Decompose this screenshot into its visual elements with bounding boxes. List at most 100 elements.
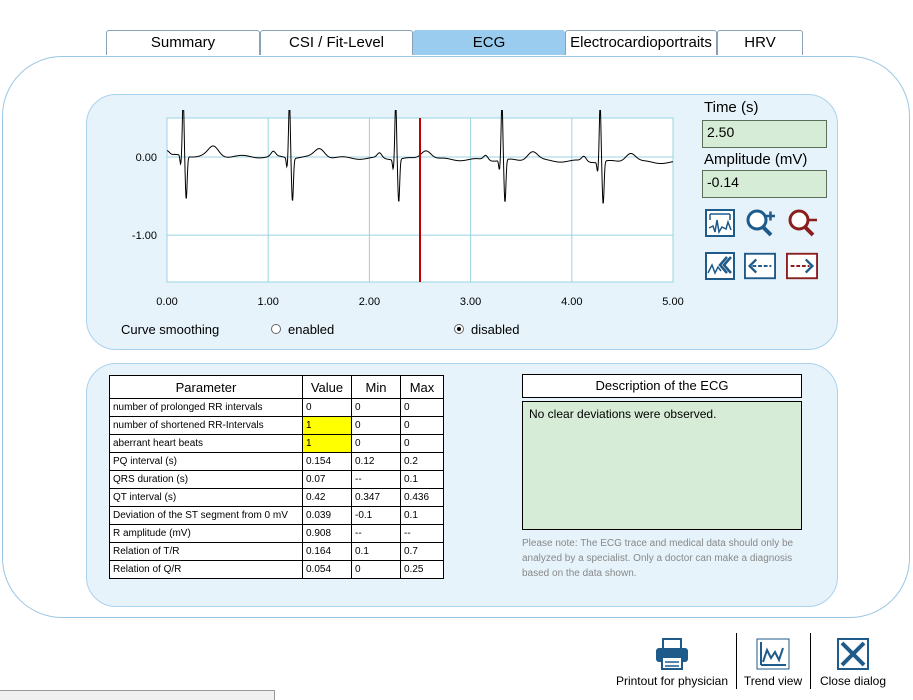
curve-smoothing-label: Curve smoothing — [121, 322, 220, 337]
horizontal-scrollbar[interactable] — [0, 690, 275, 700]
param-min-cell: 0 — [351, 434, 401, 453]
param-value-cell: 0.42 — [302, 488, 352, 507]
param-max-cell: 0.1 — [400, 506, 444, 525]
ecg-x-tick-label: 4.00 — [561, 296, 582, 308]
param-min-cell: -- — [351, 524, 401, 543]
smoothing-enabled-radio[interactable]: enabled — [271, 322, 334, 337]
table-row: R amplitude (mV) 0.908 -- -- — [109, 524, 444, 543]
separator — [810, 633, 811, 689]
time-label: Time (s) — [704, 99, 759, 116]
param-value-cell: 0 — [302, 398, 352, 417]
smoothing-enabled-label: enabled — [288, 322, 335, 337]
reset-view-icon[interactable] — [704, 251, 736, 281]
description-title: Description of the ECG — [522, 374, 802, 398]
ecg-y-ticks: 0.00 -1.00 — [132, 152, 157, 242]
header-parameter: Parameter — [109, 375, 303, 399]
ecg-x-tick-label: 5.00 — [662, 296, 683, 308]
param-max-cell: 0.1 — [400, 470, 444, 489]
zoom-out-icon[interactable] — [786, 208, 818, 238]
ecg-x-tick-label: 0.00 — [156, 296, 177, 308]
param-min-cell: 0 — [351, 416, 401, 435]
scroll-right-icon[interactable] — [786, 251, 818, 281]
table-row: QT interval (s) 0.42 0.347 0.436 — [109, 488, 444, 507]
ecg-x-tick-label: 1.00 — [257, 296, 278, 308]
param-name-cell: Relation of Q/R — [109, 560, 303, 579]
param-value-cell: 0.908 — [302, 524, 352, 543]
table-row: PQ interval (s) 0.154 0.12 0.2 — [109, 452, 444, 471]
smoothing-disabled-radio[interactable]: disabled — [454, 322, 519, 337]
tab-ecg[interactable]: ECG — [413, 30, 565, 55]
param-max-cell: 0 — [400, 416, 444, 435]
radio-disabled-circle[interactable] — [454, 323, 464, 334]
printer-icon — [612, 636, 732, 672]
param-name-cell: QT interval (s) — [109, 488, 303, 507]
ecg-x-ticks: 0.00 1.00 2.00 3.00 4.00 5.00 — [156, 296, 683, 308]
param-value-cell: 0.07 — [302, 470, 352, 489]
param-min-cell: -0.1 — [351, 506, 401, 525]
param-name-cell: Relation of T/R — [109, 542, 303, 561]
param-max-cell: 0 — [400, 434, 444, 453]
param-min-cell: 0 — [351, 560, 401, 579]
param-max-cell: 0.7 — [400, 542, 444, 561]
table-row: QRS duration (s) 0.07 -- 0.1 — [109, 470, 444, 489]
tab-summary[interactable]: Summary — [106, 30, 260, 55]
zoom-in-icon[interactable] — [744, 208, 776, 238]
param-min-cell: 0 — [351, 398, 401, 417]
param-min-cell: 0.12 — [351, 452, 401, 471]
param-value-cell: 1 — [302, 416, 352, 435]
param-name-cell: number of shortened RR-Intervals — [109, 416, 303, 435]
time-value-field[interactable]: 2.50 — [702, 120, 827, 148]
trend-view-label: Trend view — [743, 674, 803, 688]
tab-electrocardioportraits[interactable]: Electrocardioportraits — [565, 30, 717, 55]
param-min-cell: -- — [351, 470, 401, 489]
separator — [736, 633, 737, 689]
tab-hrv[interactable]: HRV — [717, 30, 803, 55]
printout-button[interactable]: Printout for physician — [612, 636, 732, 688]
description-text[interactable]: No clear deviations were observed. — [522, 401, 802, 530]
close-icon — [814, 636, 892, 672]
param-name-cell: QRS duration (s) — [109, 470, 303, 489]
disclaimer-note: Please note: The ECG trace and medical d… — [522, 538, 794, 579]
param-value-cell: 0.054 — [302, 560, 352, 579]
ecg-x-tick-label: 2.00 — [359, 296, 380, 308]
param-min-cell: 0.347 — [351, 488, 401, 507]
parameters-table: Parameter Value Min Max number of prolon… — [109, 375, 444, 579]
scroll-left-icon[interactable] — [744, 251, 776, 281]
param-name-cell: R amplitude (mV) — [109, 524, 303, 543]
param-max-cell: 0.2 — [400, 452, 444, 471]
param-value-cell: 0.039 — [302, 506, 352, 525]
param-name-cell: aberrant heart beats — [109, 434, 303, 453]
table-row: Relation of Q/R 0.054 0 0.25 — [109, 560, 444, 579]
ecg-chart[interactable]: 0.00 -1.00 0.00 1.00 2.00 3.00 4.00 5.00 — [120, 110, 690, 310]
param-name-cell: PQ interval (s) — [109, 452, 303, 471]
param-max-cell: 0.436 — [400, 488, 444, 507]
param-value-cell: 0.164 — [302, 542, 352, 561]
param-value-cell: 1 — [302, 434, 352, 453]
table-row: Deviation of the ST segment from 0 mV 0.0… — [109, 506, 444, 525]
ecg-y-tick-label: -1.00 — [132, 230, 157, 242]
amplitude-value-field[interactable]: -0.14 — [702, 170, 827, 198]
tab-csi-fit-level[interactable]: CSI / Fit-Level — [260, 30, 413, 55]
table-row: aberrant heart beats 1 0 0 — [109, 434, 444, 453]
radio-enabled-circle[interactable] — [271, 323, 281, 334]
param-value-cell: 0.154 — [302, 452, 352, 471]
param-max-cell: -- — [400, 524, 444, 543]
param-name-cell: Deviation of the ST segment from 0 mV — [109, 506, 303, 525]
ecg-y-tick-label: 0.00 — [136, 152, 157, 164]
printout-label: Printout for physician — [615, 674, 729, 688]
close-dialog-button[interactable]: Close dialog — [814, 636, 892, 688]
trend-view-button[interactable]: Trend view — [740, 636, 806, 688]
table-row: number of shortened RR-Intervals 1 0 0 — [109, 416, 444, 435]
header-min: Min — [351, 375, 401, 399]
fit-view-icon[interactable] — [704, 208, 736, 238]
ecg-x-tick-label: 3.00 — [460, 296, 481, 308]
smoothing-disabled-label: disabled — [471, 322, 520, 337]
param-max-cell: 0.25 — [400, 560, 444, 579]
table-row: number of prolonged RR intervals 0 0 0 — [109, 398, 444, 417]
param-min-cell: 0.1 — [351, 542, 401, 561]
trend-chart-icon — [740, 636, 806, 672]
param-max-cell: 0 — [400, 398, 444, 417]
header-value: Value — [302, 375, 352, 399]
header-max: Max — [400, 375, 444, 399]
table-row: Relation of T/R 0.164 0.1 0.7 — [109, 542, 444, 561]
